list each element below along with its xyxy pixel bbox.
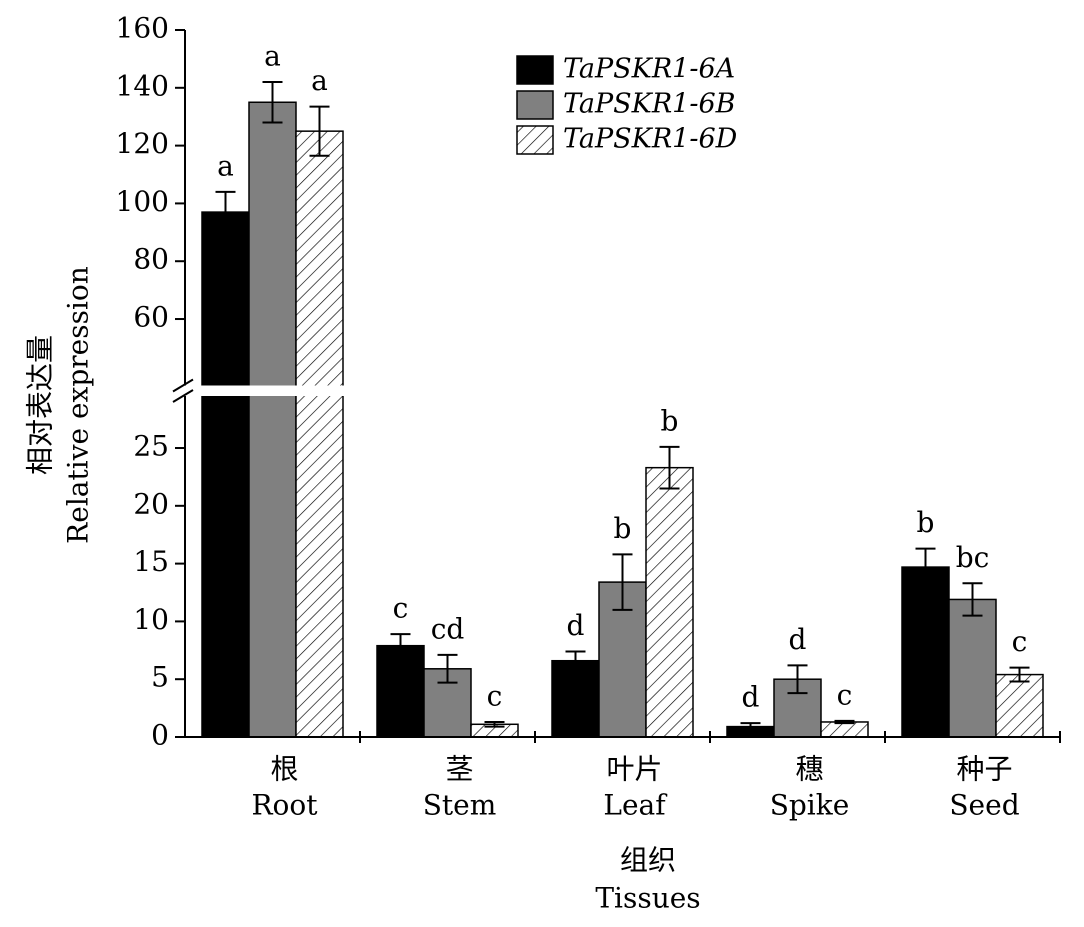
bar	[995, 673, 1044, 738]
y-tick-label: 120	[116, 127, 169, 160]
significance-letter: c	[393, 592, 409, 625]
error-bar	[390, 633, 411, 659]
x-tick-label: 种子	[956, 753, 1012, 786]
significance-letter: cd	[431, 612, 465, 645]
significance-letter: d	[567, 609, 585, 642]
x-tick-label: Stem	[423, 789, 497, 822]
error-bar	[962, 582, 983, 617]
bar	[948, 598, 997, 738]
axis-break-gap	[165, 385, 1060, 396]
y-tick-label: 160	[116, 12, 169, 45]
error-bar	[309, 105, 330, 157]
y-tick-label: 140	[116, 69, 169, 102]
error-bar	[787, 664, 808, 695]
y-tick-label: 0	[151, 719, 169, 752]
legend-label: TaPSKR1-6D	[563, 124, 738, 155]
bar	[551, 659, 600, 738]
x-label-en: Tissues	[595, 882, 700, 915]
break-mark	[172, 389, 194, 403]
error-bar	[612, 553, 633, 611]
error-bar	[484, 720, 505, 728]
y-label-en: Relative expression	[62, 266, 95, 544]
significance-letter: c	[837, 678, 853, 711]
significance-letter: d	[742, 681, 760, 714]
break-mark	[172, 378, 194, 393]
x-tick-label: 根	[270, 753, 298, 786]
legend-label: TaPSKR1-6B	[563, 89, 736, 120]
significance-letter: a	[264, 40, 281, 73]
significance-letter: a	[311, 64, 328, 97]
bar	[820, 721, 869, 738]
y-label-zh: 相对表达量	[24, 335, 57, 475]
error-bar	[262, 81, 283, 124]
bar	[295, 130, 344, 738]
significance-letter: b	[917, 506, 935, 539]
x-tick-label: Leaf	[603, 789, 668, 822]
legend-swatch	[516, 90, 554, 120]
error-bar	[437, 653, 458, 684]
bar	[248, 101, 297, 738]
significance-letter: c	[1012, 625, 1028, 658]
error-bar	[740, 722, 761, 732]
legend-swatch	[516, 55, 554, 85]
error-bar	[565, 650, 586, 671]
y-tick-label: 10	[133, 603, 169, 636]
error-bar	[659, 445, 680, 490]
y-tick-label: 15	[133, 545, 169, 578]
significance-letter: a	[217, 149, 234, 182]
significance-letter: b	[614, 512, 632, 545]
y-tick-label: 80	[133, 243, 169, 276]
bar	[901, 566, 950, 738]
legend-swatch	[516, 125, 554, 155]
x-label-zh: 组织	[620, 844, 676, 877]
y-tick-label: 60	[133, 301, 169, 334]
error-bar	[1009, 666, 1030, 683]
significance-letter: b	[661, 404, 679, 437]
y-tick-label: 100	[116, 185, 169, 218]
error-bar	[915, 547, 936, 587]
significance-letter: bc	[956, 541, 990, 574]
y-axis-title: 相对表达量 Relative expression	[24, 266, 95, 544]
x-tick-label: 穗	[795, 753, 823, 786]
legend-label: TaPSKR1-6A	[563, 54, 735, 85]
error-bar	[215, 190, 236, 234]
x-tick-label: Seed	[949, 789, 1019, 822]
x-tick-label: 叶片	[606, 753, 662, 786]
significance-letter: d	[789, 623, 807, 656]
bar	[645, 466, 694, 738]
x-tick-label: Root	[251, 789, 318, 822]
y-tick-label: 20	[133, 487, 169, 520]
bar	[376, 644, 425, 738]
y-tick-label: 5	[151, 661, 169, 694]
error-bar	[834, 719, 855, 725]
x-tick-label: 茎	[445, 753, 473, 786]
y-tick-label: 25	[133, 430, 169, 463]
x-tick-label: Spike	[770, 789, 850, 822]
significance-letter: c	[487, 679, 503, 712]
bar	[201, 211, 250, 738]
